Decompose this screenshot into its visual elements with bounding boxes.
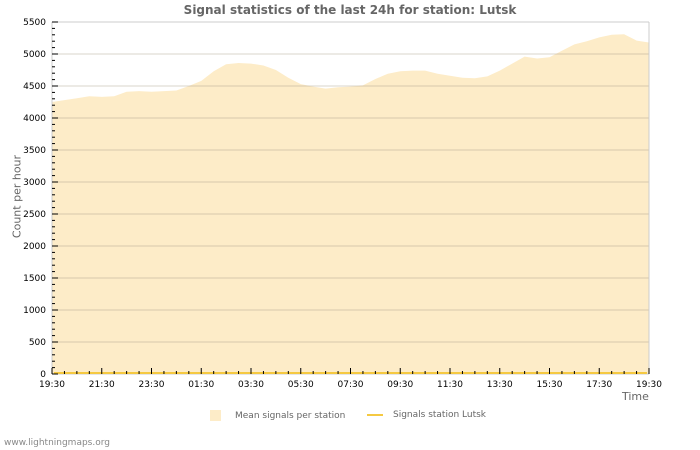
svg-text:11:30: 11:30 xyxy=(437,380,463,390)
svg-text:07:30: 07:30 xyxy=(338,380,364,390)
svg-text:2500: 2500 xyxy=(23,210,46,220)
svg-text:15:30: 15:30 xyxy=(537,380,563,390)
x-axis-label: Time xyxy=(622,390,649,403)
line-swatch-icon xyxy=(367,414,383,416)
svg-text:03:30: 03:30 xyxy=(238,380,264,390)
svg-text:01:30: 01:30 xyxy=(188,380,214,390)
legend-label: Signals station Lutsk xyxy=(393,410,487,420)
svg-text:0: 0 xyxy=(40,370,46,380)
svg-text:23:30: 23:30 xyxy=(139,380,165,390)
area-swatch-icon xyxy=(210,410,221,421)
svg-text:19:30: 19:30 xyxy=(636,380,662,390)
legend-label: Mean signals per station xyxy=(235,410,346,421)
svg-text:1000: 1000 xyxy=(23,306,46,316)
svg-text:3000: 3000 xyxy=(23,178,46,188)
svg-text:5500: 5500 xyxy=(23,18,46,28)
svg-text:09:30: 09:30 xyxy=(387,380,413,390)
chart-title: Signal statistics of the last 24h for st… xyxy=(183,3,517,17)
svg-text:2000: 2000 xyxy=(23,242,46,252)
legend-item-mean[interactable]: Mean signals per station xyxy=(210,410,345,421)
svg-text:1500: 1500 xyxy=(23,274,46,284)
svg-text:05:30: 05:30 xyxy=(288,380,314,390)
svg-text:17:30: 17:30 xyxy=(586,380,612,390)
svg-text:500: 500 xyxy=(29,338,46,348)
svg-text:5000: 5000 xyxy=(23,50,46,60)
legend-item-station[interactable]: Signals station Lutsk xyxy=(367,410,486,420)
svg-text:4500: 4500 xyxy=(23,82,46,92)
svg-text:3500: 3500 xyxy=(23,146,46,156)
footer-site-link[interactable]: www.lightningmaps.org xyxy=(4,438,110,448)
svg-text:13:30: 13:30 xyxy=(487,380,513,390)
svg-text:19:30: 19:30 xyxy=(39,380,65,390)
svg-text:21:30: 21:30 xyxy=(89,380,115,390)
svg-text:4000: 4000 xyxy=(23,114,46,124)
